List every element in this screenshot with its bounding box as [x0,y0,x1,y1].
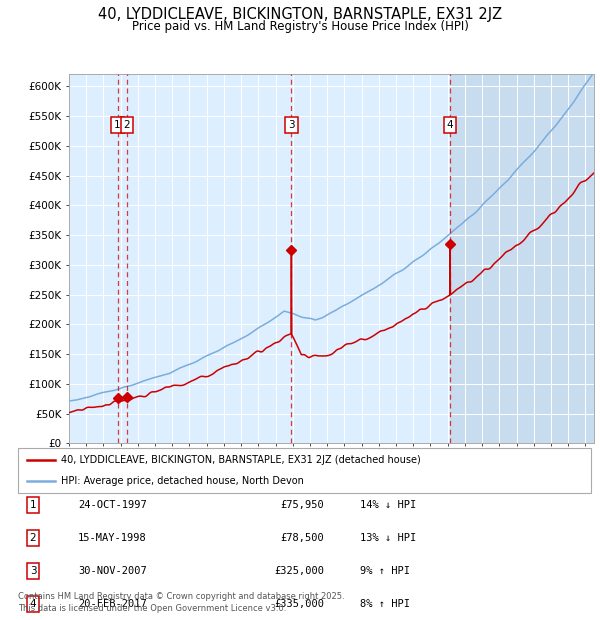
Text: 15-MAY-1998: 15-MAY-1998 [78,533,147,543]
Text: £325,000: £325,000 [274,566,324,576]
Text: 40, LYDDICLEAVE, BICKINGTON, BARNSTAPLE, EX31 2JZ (detached house): 40, LYDDICLEAVE, BICKINGTON, BARNSTAPLE,… [61,455,421,465]
Text: £335,000: £335,000 [274,599,324,609]
Text: 24-OCT-1997: 24-OCT-1997 [78,500,147,510]
Text: 3: 3 [288,120,295,130]
Text: £78,500: £78,500 [280,533,324,543]
Bar [450,74,594,443]
Text: 8% ↑ HPI: 8% ↑ HPI [360,599,410,609]
Text: 2: 2 [29,533,37,543]
Text: HPI: Average price, detached house, North Devon: HPI: Average price, detached house, Nort… [61,476,304,485]
Text: Price paid vs. HM Land Registry's House Price Index (HPI): Price paid vs. HM Land Registry's House … [131,20,469,33]
Text: 4: 4 [446,120,453,130]
Text: 20-FEB-2017: 20-FEB-2017 [78,599,147,609]
Text: Contains HM Land Registry data © Crown copyright and database right 2025.
This d: Contains HM Land Registry data © Crown c… [18,591,344,613]
Text: 30-NOV-2007: 30-NOV-2007 [78,566,147,576]
Text: 1: 1 [114,120,121,130]
Text: 14% ↓ HPI: 14% ↓ HPI [360,500,416,510]
Text: 13% ↓ HPI: 13% ↓ HPI [360,533,416,543]
Text: 40, LYDDICLEAVE, BICKINGTON, BARNSTAPLE, EX31 2JZ: 40, LYDDICLEAVE, BICKINGTON, BARNSTAPLE,… [98,7,502,22]
Text: 9% ↑ HPI: 9% ↑ HPI [360,566,410,576]
Text: 3: 3 [29,566,37,576]
Text: 1: 1 [29,500,37,510]
Text: £75,950: £75,950 [280,500,324,510]
Text: 2: 2 [124,120,130,130]
Text: 4: 4 [29,599,37,609]
